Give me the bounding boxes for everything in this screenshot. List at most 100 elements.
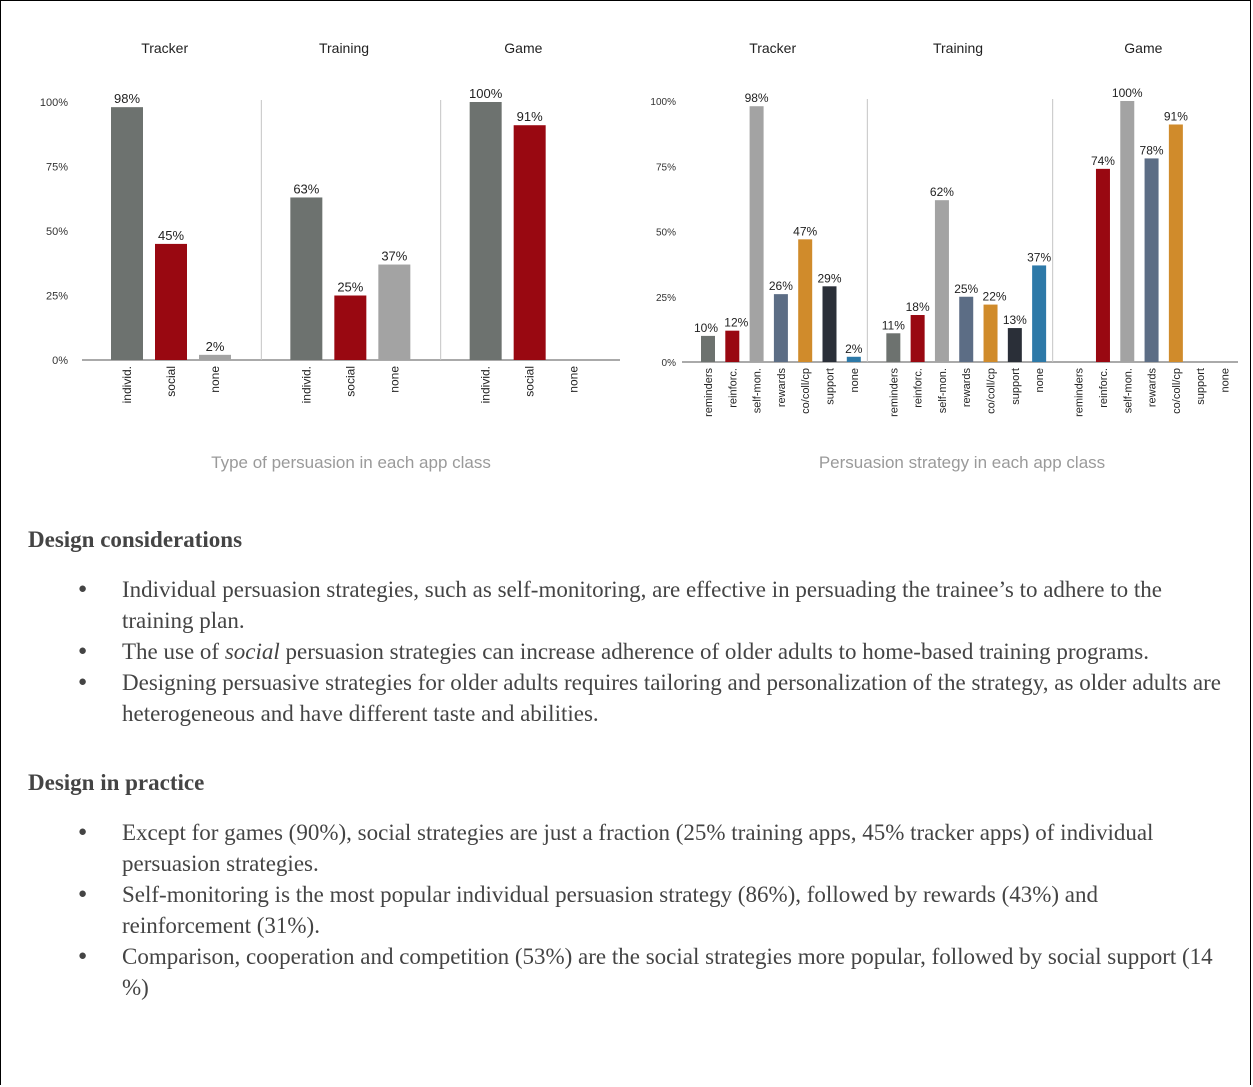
bar [155,243,187,360]
x-tick-label: none [208,366,222,393]
y-tick-label: 50% [656,228,676,239]
x-tick-label: support [825,368,837,405]
data-label: 29% [817,271,841,285]
list-item-text: Except for games (90%), social strategie… [122,820,1154,876]
data-label: 47% [793,224,817,238]
panel-title: Training [933,40,983,56]
y-tick-label: 50% [46,226,68,238]
data-label: 37% [381,249,407,264]
x-tick-label: rewards [961,368,973,408]
section-design-considerations: Design considerations ● Individual persua… [28,522,1228,729]
bar [1144,158,1159,362]
data-label: 37% [1027,250,1051,264]
bar [290,197,323,360]
x-tick-label: reminders [703,368,715,417]
panel-title: Game [504,40,542,56]
data-label: 91% [517,109,543,124]
x-tick-label: support [1010,368,1022,405]
data-label: 13% [1003,313,1027,327]
y-tick-label: 0% [52,355,68,367]
data-label: 100% [1112,86,1143,100]
x-tick-label: rewards [1147,368,1159,408]
x-tick-label: self-mon. [937,368,949,413]
data-label: 98% [745,91,769,105]
panel-title: Training [319,40,369,56]
data-label: 74% [1091,154,1115,168]
x-tick-label: co/coll/cp [800,368,812,414]
list-item: ● Individual persuasion strategies, such … [28,574,1228,636]
charts-area: 0% 25% 50% 75% 100% Tracker 98% individ. 45% soci… [0,0,1253,500]
data-label: 11% [882,318,905,332]
bullet-icon: ● [78,948,88,964]
bar [749,106,764,362]
x-tick-label: individ. [299,366,313,403]
data-label: 22% [983,290,1007,304]
y-tick-label: 25% [656,293,676,304]
data-label: 63% [293,181,319,196]
list-item-text: Comparison, cooperation and competition … [122,944,1213,1000]
list-item-text: The use of [122,639,225,664]
bar [910,315,925,362]
x-tick-label: reinforc. [913,368,925,408]
x-tick-label: rewards [776,368,788,408]
bar [725,330,740,362]
bar [1007,328,1022,362]
data-label: 10% [694,321,718,335]
list-item-text: Designing persuasive strategies for olde… [122,670,1221,726]
y-tick-label: 25% [46,291,68,303]
data-label: 62% [930,185,954,199]
data-label: 45% [158,228,184,243]
bar [1120,101,1135,362]
data-label: 100% [469,86,503,101]
y-tick-label: 100% [650,97,676,108]
bullet-list: ● Individual persuasion strategies, such … [28,574,1228,729]
bar [886,333,901,362]
bar [1168,124,1183,363]
x-tick-label: social [523,366,537,397]
data-label: 26% [769,279,793,293]
chart-caption: Persuasion strategy in each app class [819,453,1105,472]
data-label: 12% [724,316,748,330]
y-tick-label: 0% [662,358,677,369]
bar [111,107,143,360]
list-item-text: Individual persuasion strategies, such a… [122,577,1162,633]
bar [959,296,974,362]
x-tick-label: social [164,366,178,397]
panel-title: Tracker [141,40,188,56]
x-tick-label: none [1219,368,1231,392]
section-heading: Design considerations [28,527,243,552]
panel-title: Tracker [749,40,796,56]
bar [513,125,546,360]
y-tick-label: 100% [40,97,68,109]
bullet-icon: ● [78,674,88,690]
bullet-icon: ● [78,581,88,597]
bar [846,356,861,362]
persuasion-type-chart: 0% 25% 50% 75% 100% Tracker 98% individ. 45% soci… [40,40,620,472]
data-label: 25% [954,282,978,296]
data-label: 91% [1164,109,1188,123]
x-tick-label: none [567,366,581,393]
panel-title: Game [1124,40,1162,56]
x-tick-label: support [1195,368,1207,405]
bar [983,304,998,362]
bar [822,286,837,362]
bar [773,294,788,362]
x-tick-label: co/coll/cp [1171,368,1183,414]
x-tick-label: self-mon. [752,368,764,413]
list-item-text: Self-monitoring is the most popular indi… [122,882,1099,938]
data-label: 2% [206,339,225,354]
y-tick-label: 75% [656,162,676,173]
list-item: ● Comparison, cooperation and competition… [28,941,1228,1003]
x-tick-label: none [387,366,401,393]
bar [798,239,813,362]
x-tick-label: none [849,368,861,392]
bar [934,200,949,362]
bar [701,335,715,362]
bar [199,354,231,360]
bullet-list: ● Except for games (90%), social strategi… [28,817,1228,1003]
bar [469,102,502,360]
list-item-text: persuasion strategies can increase adher… [279,639,1149,664]
x-tick-label: co/coll/cp [986,368,998,414]
document-body: Design considerations ● Individual persua… [28,522,1228,1003]
